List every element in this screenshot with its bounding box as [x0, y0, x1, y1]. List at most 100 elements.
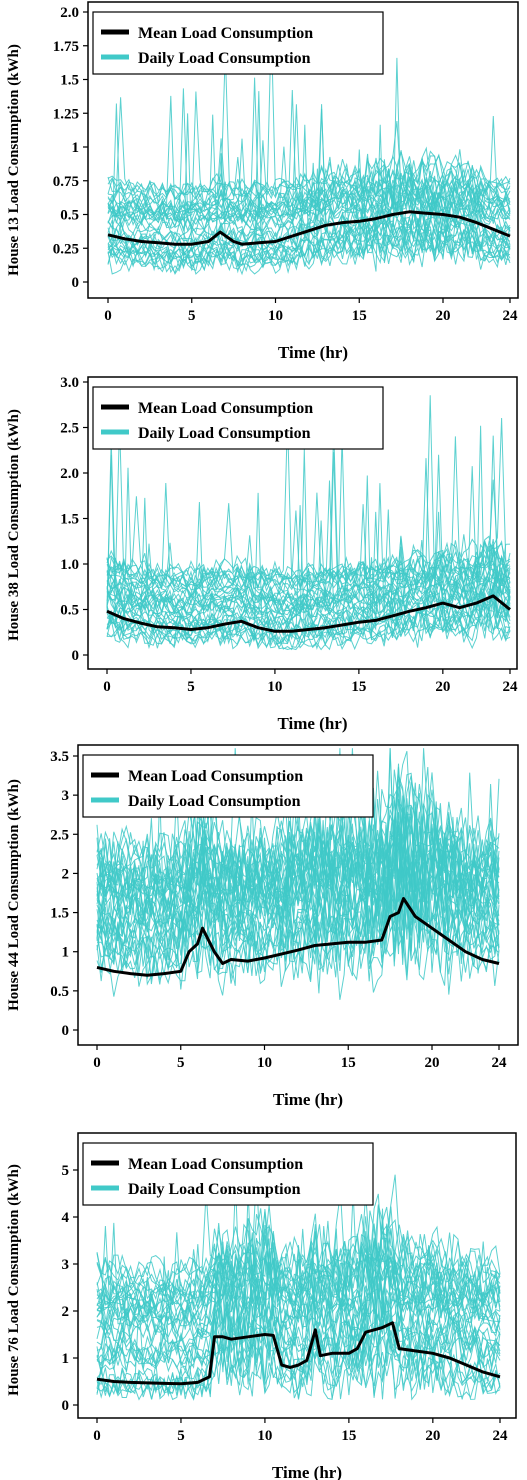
daily-load-line — [96, 838, 500, 951]
chart-panel-3: 0 5 10 15 20 24 0 0.5 1 1.5 2 2.5 3 3.5 Time (hr) House… — [6, 744, 519, 1109]
legend-entry: Daily Load Consumption — [138, 50, 311, 67]
axes-frame — [77, 1132, 517, 1419]
daily-load-line — [106, 570, 511, 629]
daily-load-line — [107, 124, 511, 276]
daily-load-line — [96, 1289, 501, 1399]
daily-load-line — [107, 108, 511, 252]
daily-load-line — [96, 786, 500, 890]
daily-load-line — [96, 1206, 501, 1292]
legend-entry: Daily Load Consumption — [128, 1181, 301, 1198]
legend: Mean Load Consumption Daily Load Consumpt… — [92, 11, 384, 75]
x-axis-label: Time (hr) — [278, 343, 348, 362]
x-tick-label: 0 — [104, 308, 112, 324]
x-tick-label: 10 — [267, 679, 282, 695]
y-tick-label: 2.0 — [60, 466, 79, 482]
legend-box — [92, 11, 384, 75]
x-tick-label: 0 — [103, 679, 111, 695]
y-axis-label: House 44 Load Consumption (kWh) — [6, 779, 22, 1011]
daily-load-line — [96, 807, 500, 947]
y-tick-label: 0 — [62, 1023, 70, 1039]
daily-load-line — [106, 454, 511, 634]
daily-load-line — [96, 1223, 501, 1373]
daily-load-line — [106, 556, 511, 605]
daily-load-traces — [96, 1174, 501, 1401]
daily-load-line — [106, 569, 511, 614]
daily-load-line — [96, 763, 500, 933]
x-tick-label: 20 — [425, 1428, 440, 1444]
daily-load-line — [107, 165, 511, 213]
x-tick-label: 24 — [493, 1428, 509, 1444]
daily-load-line — [106, 475, 511, 651]
x-tick-label: 24 — [503, 308, 519, 324]
legend-entry: Daily Load Consumption — [128, 793, 301, 810]
y-axis-label: House 13 Load Consumption (kWh) — [6, 44, 22, 276]
daily-load-line — [107, 187, 511, 275]
daily-load-line — [96, 770, 500, 899]
x-tick-label: 5 — [177, 1428, 185, 1444]
daily-load-line — [107, 124, 511, 272]
legend-entry: Mean Load Consumption — [138, 400, 313, 417]
legend-entry: Mean Load Consumption — [128, 768, 303, 785]
x-tick-label: 15 — [341, 1428, 356, 1444]
y-tick-label: 0.5 — [60, 208, 79, 224]
y-tick-label: 2.5 — [60, 421, 79, 437]
daily-load-line — [96, 859, 500, 990]
x-tick-label: 20 — [435, 679, 450, 695]
daily-load-line — [96, 1223, 501, 1317]
y-axis-label: House 76 Load Consumption (kWh) — [6, 1164, 22, 1396]
y-tick-label: 0.5 — [50, 984, 69, 1000]
daily-load-line — [106, 563, 511, 607]
daily-load-line — [106, 497, 511, 647]
legend: Mean Load Consumption Daily Load Consumpt… — [92, 386, 384, 450]
y-tick-label: 1 — [62, 945, 70, 961]
y-tick-label: 0 — [62, 1398, 70, 1414]
x-tick-label: 5 — [187, 679, 195, 695]
x-tick-label: 20 — [436, 308, 451, 324]
mean-load-line — [96, 897, 500, 977]
daily-load-line — [107, 97, 511, 199]
x-tick-label: 10 — [257, 1055, 272, 1071]
legend: Mean Load Consumption Daily Load Consumpt… — [82, 1142, 374, 1206]
y-tick-label: 1.75 — [53, 39, 79, 55]
x-axis-label: Time (hr) — [273, 1090, 343, 1109]
chart-panel-1: 0 5 10 15 20 24 0 0.25 0.5 0.75 1 1.25 1.5 1.75 2.0 Tim… — [6, 1, 519, 362]
legend-entry: Daily Load Consumption — [138, 425, 311, 442]
mean-load-line — [96, 1321, 501, 1386]
x-tick-label: 20 — [425, 1055, 440, 1071]
legend-entry: Mean Load Consumption — [138, 25, 313, 42]
y-tick-label: 2 — [62, 1304, 70, 1320]
y-tick-label: 2 — [62, 866, 70, 882]
y-tick-label: 0.25 — [53, 241, 79, 257]
y-tick-label: 3 — [62, 788, 70, 804]
daily-load-line — [106, 573, 511, 617]
daily-load-line — [107, 153, 511, 223]
daily-load-line — [96, 1319, 501, 1401]
x-axis-label: Time (hr) — [277, 714, 347, 733]
x-tick-label: 5 — [188, 308, 196, 324]
daily-load-line — [96, 832, 500, 947]
x-tick-label: 5 — [177, 1055, 185, 1071]
legend-entry: Mean Load Consumption — [128, 1156, 303, 1173]
x-tick-label: 10 — [257, 1428, 272, 1444]
x-tick-label: 15 — [352, 308, 367, 324]
x-tick-label: 15 — [341, 1055, 356, 1071]
daily-load-line — [96, 765, 500, 887]
daily-load-line — [106, 417, 511, 590]
daily-load-line — [106, 454, 511, 607]
mean-load-line — [106, 594, 511, 633]
x-tick-label: 10 — [268, 308, 283, 324]
daily-load-line — [106, 449, 511, 638]
daily-load-line — [107, 187, 511, 274]
y-tick-label: 0 — [72, 648, 80, 664]
daily-load-line — [107, 157, 511, 206]
y-tick-label: 0 — [72, 275, 80, 291]
y-tick-label: 2.5 — [50, 827, 69, 843]
x-tick-label: 24 — [492, 1055, 508, 1071]
daily-load-line — [96, 1228, 501, 1346]
y-tick-label: 1.5 — [50, 906, 69, 922]
y-tick-label: 1.5 — [60, 73, 79, 89]
x-tick-label: 24 — [503, 679, 519, 695]
daily-load-line — [96, 1289, 501, 1400]
daily-load-line — [96, 1289, 501, 1369]
